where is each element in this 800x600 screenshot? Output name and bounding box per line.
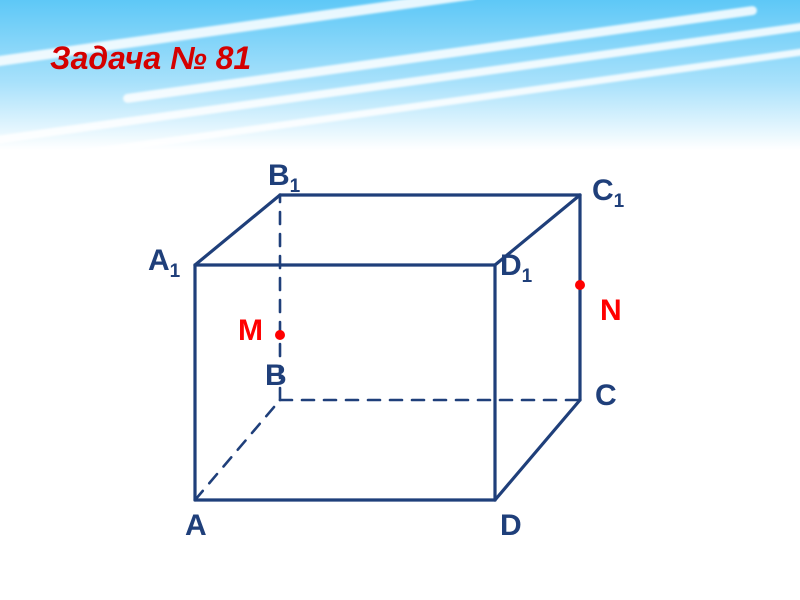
label-A: A bbox=[185, 509, 207, 542]
label-C1: C1 bbox=[592, 174, 625, 212]
label-N: N bbox=[600, 294, 622, 327]
point-N bbox=[575, 280, 585, 290]
page-title: Задача № 81 bbox=[50, 40, 251, 77]
label-M: M bbox=[238, 314, 263, 347]
point-M bbox=[275, 330, 285, 340]
label-B: B bbox=[265, 359, 287, 392]
label-D: D bbox=[500, 509, 522, 542]
cuboid-diagram: A B C D A1 B1 C1 D1 M N bbox=[0, 0, 800, 600]
label-D1: D1 bbox=[500, 249, 533, 287]
label-A1: A1 bbox=[148, 244, 181, 282]
label-B1: B1 bbox=[268, 159, 301, 197]
label-C: C bbox=[595, 379, 617, 412]
